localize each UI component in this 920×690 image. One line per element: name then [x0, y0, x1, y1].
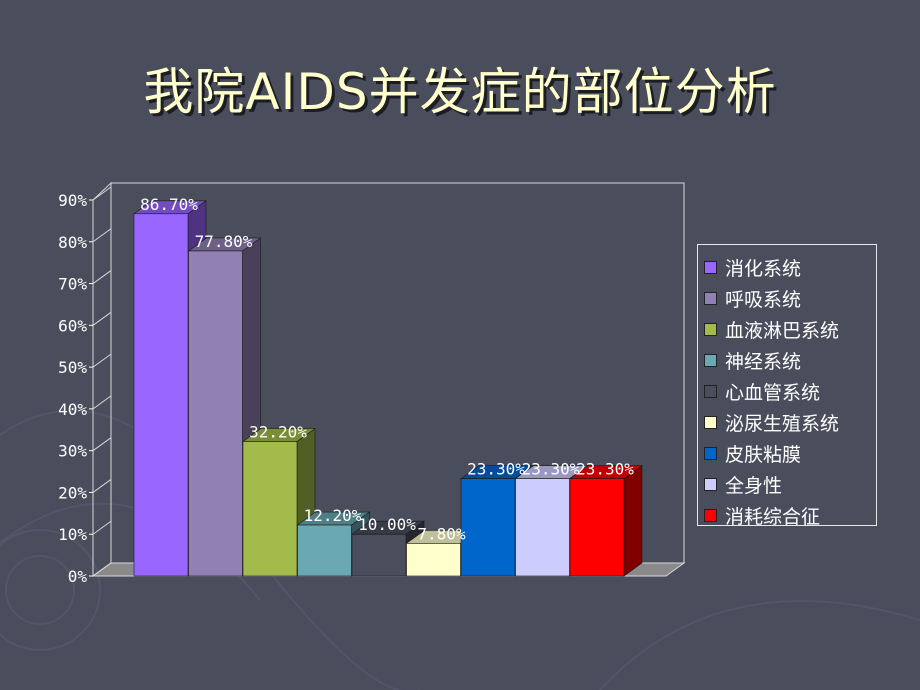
legend-item: 泌尿生殖系统: [704, 407, 876, 438]
data-label: 7.80%: [417, 524, 466, 543]
legend-label: 皮肤粘膜: [725, 444, 802, 466]
bar-front: [351, 533, 407, 577]
y-tick-label: 60%: [58, 316, 87, 335]
data-label: 32.20%: [249, 422, 307, 441]
legend-label: 血液淋巴系统: [725, 320, 840, 342]
bar-front: [515, 478, 570, 577]
bar-front: [569, 478, 625, 577]
legend-item: 血液淋巴系统: [704, 314, 876, 345]
chart-legend: 消化系统呼吸系统血液淋巴系统 神经系统心血管系统泌尿生殖系统 皮肤粘膜全身性消耗综合…: [697, 244, 877, 528]
bar-side: [623, 465, 643, 577]
legend-swatch: [704, 292, 717, 305]
chart-side-wall: [92, 181, 112, 577]
data-label: 23.30%: [576, 460, 634, 479]
y-grid-stub: [92, 437, 112, 452]
legend-swatch: [704, 323, 717, 336]
legend-swatch: [704, 509, 717, 522]
legend-label: 泌尿生殖系统: [725, 413, 840, 435]
data-label: 77.80%: [195, 232, 253, 251]
bar-front: [297, 524, 352, 577]
data-label: 10.00%: [358, 515, 416, 534]
y-tick-label: 0%: [68, 567, 88, 586]
legend-swatch: [704, 385, 717, 398]
legend-swatch: [704, 478, 717, 491]
y-grid-stub: [92, 186, 112, 201]
bar-front: [242, 441, 298, 577]
data-label: 12.20%: [304, 506, 362, 525]
legend-label: 消耗综合征: [725, 506, 821, 528]
bar: [569, 465, 643, 577]
legend-item: 全身性: [704, 469, 876, 500]
legend-item: 消耗综合征: [704, 500, 876, 531]
legend-item: 神经系统: [704, 345, 876, 376]
y-grid-stub: [92, 270, 112, 284]
data-label: 23.30%: [467, 460, 525, 479]
data-labels: 86.70% 77.80% 32.20% 12.20%10.00% 7.80% 23.30…: [140, 195, 634, 544]
bar-front: [460, 478, 516, 577]
y-tick-label: 40%: [58, 400, 87, 419]
slide-title: 我院AIDS并发症的部位分析: [143, 63, 777, 121]
y-tick-label: 20%: [58, 483, 87, 502]
y-tick-label: 10%: [58, 525, 87, 544]
data-label: 23.30%: [522, 460, 580, 479]
y-tick-label: 70%: [58, 275, 87, 294]
y-tick-label: 50%: [58, 358, 87, 377]
y-tick-label: 30%: [58, 442, 87, 461]
y-grid-stub: [92, 228, 112, 243]
legend-label: 消化系统: [725, 258, 802, 280]
bars: [133, 200, 643, 577]
legend-item: 呼吸系统: [704, 283, 876, 314]
y-grid-stub: [92, 520, 112, 535]
bar-front: [188, 250, 243, 577]
legend-label: 心血管系统: [725, 382, 821, 404]
y-grid-stub: [92, 562, 112, 577]
legend-label: 神经系统: [725, 351, 802, 373]
bar: [296, 511, 371, 577]
legend-swatch: [704, 354, 717, 367]
legend-swatch: [704, 447, 717, 460]
legend-item: 消化系统: [704, 252, 876, 283]
y-grid-stub: [92, 311, 112, 326]
legend-swatch: [704, 261, 717, 274]
legend-label: 呼吸系统: [725, 289, 802, 311]
legend-swatch: [704, 416, 717, 429]
y-grid-stub: [92, 395, 112, 410]
y-grid-stub: [92, 353, 112, 368]
legend-item: 皮肤粘膜: [704, 438, 876, 469]
y-axis: 0% 10% 20% 30% 40% 50% 60% 70% 80% 90%: [58, 186, 112, 586]
y-tick-label: 90%: [58, 191, 87, 210]
bar-front: [133, 213, 189, 577]
legend-item: 心血管系统: [704, 376, 876, 407]
y-grid-stub: [92, 479, 112, 493]
legend-label: 全身性: [725, 475, 783, 497]
y-tick-label: 80%: [58, 233, 87, 252]
bar-front: [406, 543, 461, 577]
data-label: 86.70%: [140, 195, 198, 214]
